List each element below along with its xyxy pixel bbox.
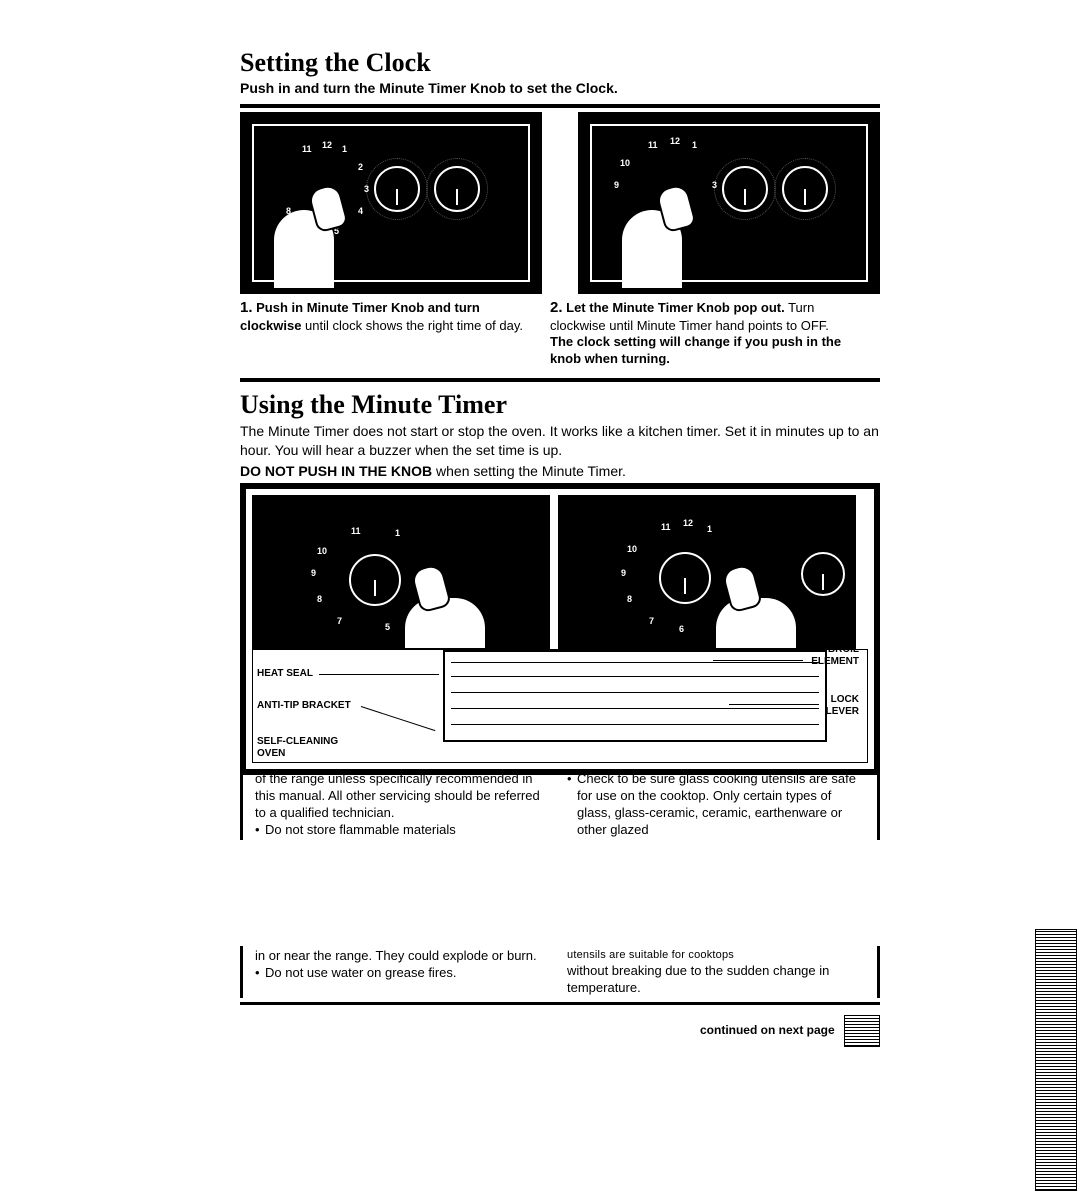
dial-num: 11: [302, 144, 312, 154]
caption-bold: Let the Minute Timer Knob pop out.: [566, 300, 785, 315]
label-oven: OVEN: [257, 748, 285, 759]
warning-text: of the range unless specifically recomme…: [255, 771, 553, 822]
section-title-timer: Using the Minute Timer: [240, 390, 880, 420]
caption-2: 2. Let the Minute Timer Knob pop out. Tu…: [550, 298, 850, 368]
warning-bold: DO NOT PUSH IN THE KNOB: [240, 463, 432, 479]
dial-num: 1: [342, 144, 347, 154]
dial-num: 8: [317, 594, 322, 604]
subhead-clock: Push in and turn the Minute Timer Knob t…: [240, 80, 880, 96]
dial-num: 10: [620, 158, 630, 168]
clock-caption-row: 1. Push in Minute Timer Knob and turn cl…: [240, 298, 880, 368]
dial-num: 9: [621, 568, 626, 578]
dial-num: 3: [364, 184, 369, 194]
dial-num: 10: [627, 544, 637, 554]
dial-num: 1: [395, 528, 400, 538]
warning-text: Do not store flammable materials: [265, 822, 456, 839]
dial-num: 9: [614, 180, 619, 190]
clock-image-row: 11 12 1 2 3 4 5 8 11 12 1 10 3 9: [240, 112, 880, 294]
oven-diagram: HEAT SEAL ANTI-TIP BRACKET SELF-CLEANING…: [252, 649, 868, 763]
section-title-clock: Setting the Clock: [240, 48, 880, 78]
timer-paragraph: The Minute Timer does not start or stop …: [240, 422, 880, 460]
warning-text: in or near the range. They could explode…: [255, 948, 553, 965]
dial-num: 12: [670, 136, 680, 146]
timer-panel-right: 11 12 1 10 9 8 7 6: [558, 495, 856, 651]
page-gap: [240, 840, 880, 950]
dial-num: 12: [683, 518, 693, 528]
timer-oven-figure: 11 1 10 9 8 7 5 11 12 1 10 9 8 7 6: [240, 483, 880, 775]
warning-columns-bottom: in or near the range. They could explode…: [240, 946, 880, 998]
caption-bold: The clock setting will change if you pus…: [550, 334, 841, 366]
caption-1: 1. Push in Minute Timer Knob and turn cl…: [240, 298, 540, 368]
label-element: ELEMENT: [811, 656, 859, 667]
page-edge-hatching: [1035, 929, 1077, 1191]
clock-panel-left: 11 12 1 2 3 4 5 8: [240, 112, 542, 294]
clock-panel-right: 11 12 1 10 3 9 6: [578, 112, 880, 294]
dial-num: 5: [385, 622, 390, 632]
divider: [240, 378, 880, 382]
footer: continued on next page: [240, 1015, 880, 1047]
warning-columns-top: of the range unless specifically recomme…: [240, 769, 880, 841]
timer-panel-left: 11 1 10 9 8 7 5: [252, 495, 550, 651]
dial-num: 9: [311, 568, 316, 578]
dial-num: 11: [648, 140, 658, 150]
dial-num: 7: [649, 616, 654, 626]
divider: [240, 1002, 880, 1005]
label-lever: LEVER: [826, 706, 859, 717]
divider: [240, 104, 880, 108]
warning-text: without breaking due to the sudden chang…: [567, 963, 865, 997]
dial-num: 6: [679, 624, 684, 634]
dial-num: 8: [627, 594, 632, 604]
dial-num: 11: [351, 526, 361, 536]
label-self-cleaning: SELF-CLEANING: [257, 736, 338, 747]
dial-num: 7: [337, 616, 342, 626]
label-lock: LOCK: [831, 694, 859, 705]
label-heat-seal: HEAT SEAL: [257, 668, 313, 679]
warning-text: Check to be sure glass cooking utensils …: [577, 771, 865, 839]
label-broil: BROIL: [828, 644, 859, 655]
page-edge-hatching: [844, 1015, 880, 1047]
dial-num: 12: [322, 140, 332, 150]
caption-num: 1.: [240, 299, 253, 316]
dial-num: 4: [358, 206, 363, 216]
dial-num: 11: [661, 522, 671, 532]
warning-text: Do not use water on grease fires.: [265, 965, 457, 982]
caption-num: 2.: [550, 299, 563, 316]
dial-num: 3: [712, 180, 717, 190]
timer-warning-line: DO NOT PUSH IN THE KNOB when setting the…: [240, 462, 880, 481]
dial-num: 2: [358, 162, 363, 172]
dial-num: 1: [707, 524, 712, 534]
dial-num: 10: [317, 546, 327, 556]
dial-num: 1: [692, 140, 697, 150]
continued-label: continued on next page: [700, 1024, 835, 1038]
warning-text-small: utensils are suitable for cooktops: [567, 948, 865, 962]
caption-text: until clock shows the right time of day.: [301, 318, 523, 333]
warning-rest: when setting the Minute Timer.: [432, 463, 626, 479]
label-anti-tip: ANTI-TIP BRACKET: [257, 700, 351, 711]
